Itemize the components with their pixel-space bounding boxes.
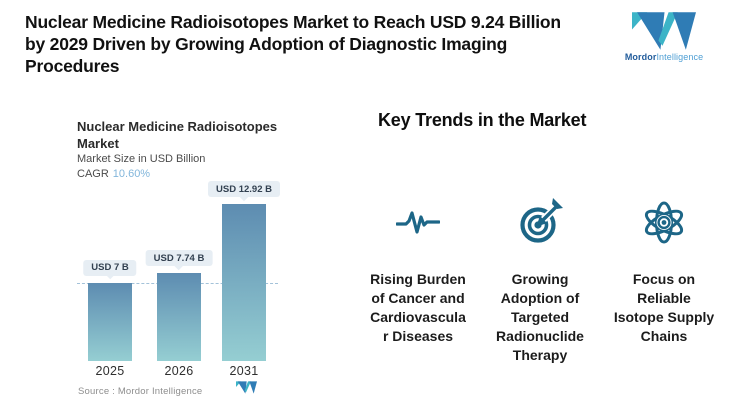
source-attribution: Source : Mordor Intelligence [78, 386, 203, 397]
page-title: Nuclear Medicine Radioisotopes Market to… [25, 12, 561, 76]
brand-logo: MordorIntelligence [612, 12, 716, 62]
pulse-icon [360, 196, 476, 248]
brand-name-bold: Mordor [624, 52, 657, 62]
bar-2031: USD 12.92 B [208, 181, 280, 361]
chart-subtitle: Market Size in USD Billion [77, 153, 206, 165]
trend-label: Focus on Reliable Isotope Supply Chains [613, 271, 715, 344]
trend-item-cancer-burden: Rising Burden of Cancer and Cardiovascul… [360, 196, 476, 346]
x-axis-label-2025: 2025 [95, 364, 125, 378]
bar-2025: USD 7 B [83, 259, 137, 361]
x-axis-label-2031: 2031 [229, 364, 259, 378]
bar-fill [222, 204, 266, 361]
bar-2026: USD 7.74 B [145, 250, 213, 361]
target-dart-icon [482, 196, 598, 248]
trend-label: Growing Adoption of Targeted Radionuclid… [496, 271, 584, 363]
chart-cagr: CAGR 10.60% [77, 168, 150, 180]
value-label-2025: USD 7 B [83, 259, 137, 276]
bar-chart: USD 7 B USD 7.74 B USD 12.92 B [60, 180, 310, 361]
value-label-2026: USD 7.74 B [145, 250, 213, 266]
atom-icon [606, 196, 722, 248]
trend-item-radionuclide-therapy: Growing Adoption of Targeted Radionuclid… [482, 196, 598, 365]
mordor-intelligence-logo-icon [632, 12, 696, 50]
chart-title: Nuclear Medicine Radioisotopes Market [77, 119, 278, 151]
brand-name-light: Intelligence [656, 52, 704, 62]
value-label-2031: USD 12.92 B [208, 181, 280, 198]
x-axis-label-2026: 2026 [164, 364, 194, 378]
brand-name: MordorIntelligence [612, 52, 716, 62]
bar-fill [157, 273, 201, 361]
trends-section-heading: Key Trends in the Market [378, 110, 587, 130]
trend-item-isotope-supply: Focus on Reliable Isotope Supply Chains [606, 196, 722, 346]
cagr-value: 10.60% [112, 168, 151, 180]
cagr-label: CAGR [77, 168, 109, 180]
bar-fill [88, 282, 132, 361]
mordor-intelligence-mini-logo-icon [236, 381, 257, 394]
trend-label: Rising Burden of Cancer and Cardiovascul… [370, 271, 466, 344]
